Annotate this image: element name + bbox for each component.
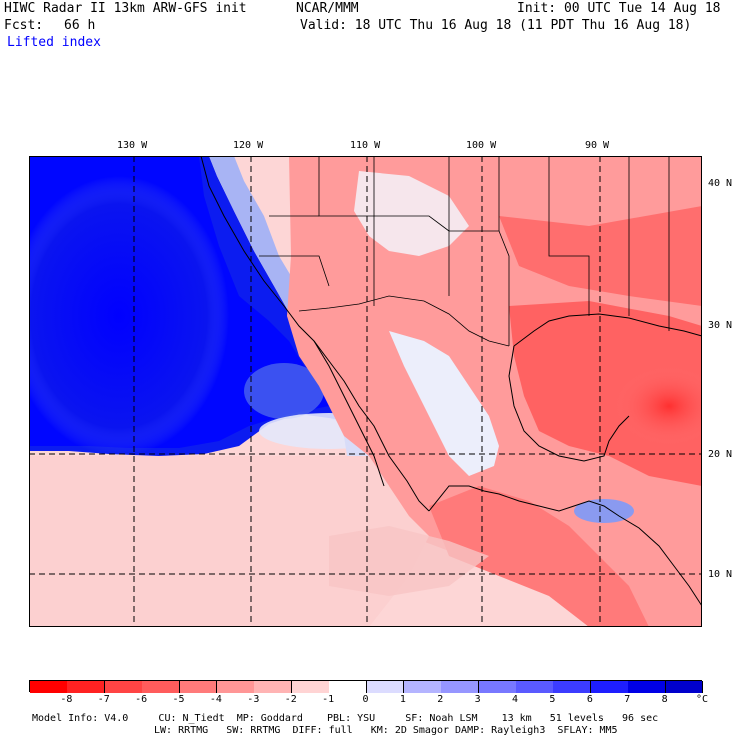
graticule — [29, 156, 702, 627]
plateau-light — [354, 171, 469, 256]
colorbar-swatch — [516, 681, 554, 693]
colorbar-tick-label: 2 — [437, 694, 444, 705]
coastlines — [200, 156, 702, 607]
valid-time: Valid: 18 UTC Thu 16 Aug 18 (11 PDT Thu … — [300, 18, 692, 33]
colorbar-swatch — [67, 681, 106, 693]
colorbar-swatch — [216, 681, 255, 693]
lon-label-120w: 120 W — [233, 140, 264, 151]
colorbar-swatch — [366, 681, 405, 693]
colorbar-tick-label: 3 — [474, 694, 481, 705]
field-name: Lifted index — [7, 35, 101, 50]
colorbar-tick-label: 0 — [362, 694, 369, 705]
colorbar-swatch — [590, 681, 629, 693]
tehuantepec-stable-spot — [574, 499, 634, 523]
colorbar-tick-label: 5 — [549, 694, 556, 705]
model-info-line2: LW: RRTMG SW: RRTMG DIFF: full KM: 2D Sm… — [154, 725, 618, 736]
colorbar-tick-label: -2 — [284, 694, 297, 705]
colorbar-tick-label: -5 — [172, 694, 185, 705]
colorbar-swatch — [30, 681, 68, 693]
colorbar-swatch — [553, 681, 592, 693]
colorbar-tick-label: 4 — [512, 694, 519, 705]
colorbar-swatch — [628, 681, 667, 693]
colorbar-swatch — [329, 681, 367, 693]
lat-label-30n: 30 N — [708, 320, 733, 331]
central-america-unstable — [429, 486, 649, 627]
colorbar-swatch — [254, 681, 293, 693]
map-frame — [29, 156, 702, 627]
itcz-light — [329, 526, 489, 596]
colorbar-tick-label: -6 — [135, 694, 148, 705]
colorbar-tick-label: 6 — [586, 694, 593, 705]
colorbar-tick-label: 8 — [661, 694, 668, 705]
lat-label-10n: 10 N — [708, 569, 733, 580]
colorbar-swatch — [291, 681, 330, 693]
stable-core — [29, 176, 229, 456]
fcst-value: 66 h — [64, 18, 96, 33]
lat-label-40n: 40 N — [708, 178, 733, 189]
max-instability — [614, 366, 702, 446]
lon-label-100w: 100 W — [466, 140, 497, 151]
init-time: Init: 00 UTC Tue 14 Aug 18 — [517, 1, 721, 16]
colorbar-swatch — [403, 681, 442, 693]
org-label: NCAR/MMM — [296, 1, 359, 16]
colorbar-tick-label: -3 — [247, 694, 260, 705]
lifted-index-map — [29, 156, 702, 627]
colorbar — [29, 680, 704, 693]
colorbar-tick-label: -8 — [60, 694, 73, 705]
lon-label-110w: 110 W — [350, 140, 381, 151]
colorbar-tick-label: -7 — [97, 694, 110, 705]
colorbar-swatch — [441, 681, 480, 693]
model-info-line1: Model Info: V4.0 CU: N_Tiedt MP: Goddard… — [32, 713, 659, 724]
stable-swirl — [244, 363, 324, 419]
colorbar-tick-label: 7 — [624, 694, 631, 705]
fcst-label: Fcst: — [4, 18, 44, 33]
colorbar-tick-label: -4 — [209, 694, 222, 705]
lon-label-130w: 130 W — [117, 140, 148, 151]
mexico-plateau-light — [389, 331, 499, 476]
colorbar-tick-label: -1 — [322, 694, 335, 705]
model-title: HIWC Radar II 13km ARW-GFS init — [4, 1, 247, 16]
colorbar-swatch — [104, 681, 143, 693]
colorbar-tick-label: 1 — [399, 694, 406, 705]
colorbar-swatch — [142, 681, 181, 693]
lon-label-90w: 90 W — [585, 140, 610, 151]
colorbar-swatch — [478, 681, 517, 693]
colorbar-swatch — [665, 681, 704, 693]
colorbar-swatch — [179, 681, 218, 693]
colorbar-unit: °C — [696, 694, 709, 705]
lat-label-20n: 20 N — [708, 449, 733, 460]
